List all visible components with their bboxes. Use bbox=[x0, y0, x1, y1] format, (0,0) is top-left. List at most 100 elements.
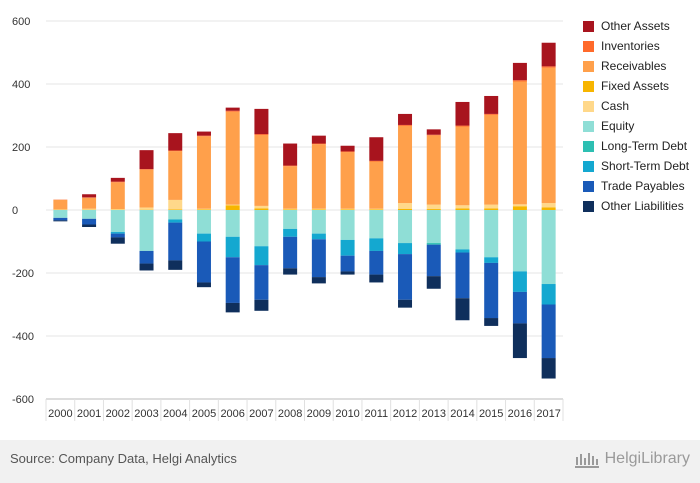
bar-segment-trade-payables bbox=[82, 218, 97, 225]
bar-segment-cash bbox=[541, 203, 556, 208]
bar-segment-other-assets bbox=[484, 95, 499, 114]
bar-segment-cash bbox=[340, 208, 355, 210]
x-tick-label: 2010 bbox=[335, 408, 359, 420]
bar-segment-trade-payables bbox=[283, 236, 298, 269]
bar-segment-cash bbox=[484, 204, 499, 209]
bar-segment-receivables bbox=[168, 151, 183, 200]
bar-segment-short-term-debt bbox=[398, 243, 413, 255]
bar-segment-equity bbox=[512, 210, 527, 272]
bar-segment-fixed-assets bbox=[311, 209, 326, 210]
bar-segment-trade-payables bbox=[484, 262, 499, 319]
bar-segment-trade-payables bbox=[398, 254, 413, 300]
legend-item-other-liabilities[interactable]: Other Liabilities bbox=[583, 196, 689, 216]
bar-segment-other-liabilities bbox=[426, 276, 441, 289]
bar-segment-other-liabilities bbox=[254, 299, 269, 311]
legend: Other Assets Inventories Receivables Fixed … bbox=[583, 16, 689, 216]
legend-swatch bbox=[583, 80, 594, 92]
bar-segment-trade-payables bbox=[426, 244, 441, 277]
bar-segment-equity bbox=[110, 210, 125, 233]
bar-segment-equity bbox=[426, 210, 441, 244]
bar-segment-other-liabilities bbox=[541, 358, 556, 379]
bar-segment-other-liabilities bbox=[369, 274, 384, 283]
legend-swatch bbox=[583, 20, 594, 32]
bar-segment-short-term-debt bbox=[369, 238, 384, 251]
y-tick-label: 400 bbox=[12, 79, 30, 91]
legend-item-short-term-debt[interactable]: Short-Term Debt bbox=[583, 156, 689, 176]
bar-segment-other-assets bbox=[340, 145, 355, 152]
bar-segment-equity bbox=[311, 210, 326, 234]
legend-item-cash[interactable]: Cash bbox=[583, 96, 689, 116]
bar-segment-short-term-debt bbox=[254, 246, 269, 266]
bar-segment-cash bbox=[110, 209, 125, 210]
bar-segment-short-term-debt bbox=[283, 228, 298, 237]
bar-segment-equity bbox=[139, 210, 154, 251]
bar-segment-fixed-assets bbox=[340, 209, 355, 210]
legend-item-trade-payables[interactable]: Trade Payables bbox=[583, 176, 689, 196]
bar-segment-short-term-debt bbox=[455, 249, 470, 253]
bar-segment-other-assets bbox=[512, 62, 527, 81]
bar-segment-receivables bbox=[196, 136, 211, 209]
x-tick-label: 2003 bbox=[134, 408, 158, 420]
y-tick-label: -600 bbox=[12, 394, 34, 406]
bar-segment-short-term-debt bbox=[484, 257, 499, 263]
brand-name: HelgiLibrary bbox=[604, 450, 690, 467]
bar-segment-other-liabilities bbox=[455, 298, 470, 321]
bar-segment-fixed-assets bbox=[484, 208, 499, 210]
bar-segment-inventories bbox=[426, 134, 441, 136]
x-tick-label: 2004 bbox=[163, 408, 187, 420]
bar-segment-trade-payables bbox=[196, 241, 211, 283]
bar-segment-receivables bbox=[455, 126, 470, 206]
bar-segment-other-liabilities bbox=[139, 263, 154, 271]
x-tick-label: 2013 bbox=[422, 408, 446, 420]
bar-segment-inventories bbox=[484, 113, 499, 115]
legend-item-long-term-debt[interactable]: Long-Term Debt bbox=[583, 136, 689, 156]
legend-item-equity[interactable]: Equity bbox=[583, 116, 689, 136]
bar-segment-cash bbox=[139, 207, 154, 210]
bar-segment-short-term-debt bbox=[541, 284, 556, 305]
x-tick-label: 2009 bbox=[307, 408, 331, 420]
legend-item-other-assets[interactable]: Other Assets bbox=[583, 16, 689, 36]
bar-segment-other-liabilities bbox=[311, 277, 326, 284]
y-tick-label: 600 bbox=[12, 16, 30, 28]
bar-segment-trade-payables bbox=[369, 250, 384, 275]
bar-segment-receivables bbox=[254, 135, 269, 206]
legend-item-inventories[interactable]: Inventories bbox=[583, 36, 689, 56]
bar-segment-fixed-assets bbox=[254, 208, 269, 210]
bar-segment-trade-payables bbox=[311, 239, 326, 278]
bar-segment-cash bbox=[311, 208, 326, 210]
bar-segment-receivables bbox=[311, 144, 326, 209]
bar-segment-other-assets bbox=[426, 129, 441, 135]
x-tick-label: 2005 bbox=[192, 408, 216, 420]
bar-segment-inventories bbox=[168, 150, 183, 152]
brand-logo[interactable]: HelgiLibrary bbox=[574, 449, 690, 469]
x-tick-label: 2002 bbox=[106, 408, 130, 420]
bar-segment-receivables bbox=[340, 152, 355, 209]
bar-segment-trade-payables bbox=[53, 217, 68, 221]
bar-segment-other-liabilities bbox=[225, 302, 240, 313]
x-tick-label: 2007 bbox=[249, 408, 273, 420]
bar-segment-other-liabilities bbox=[484, 318, 499, 326]
legend-label: Long-Term Debt bbox=[601, 139, 688, 153]
bar-segment-inventories bbox=[512, 80, 527, 82]
legend-label: Short-Term Debt bbox=[601, 159, 690, 173]
x-tick-label: 2014 bbox=[450, 408, 474, 420]
bar-segment-other-assets bbox=[541, 42, 556, 67]
bar-segment-fixed-assets bbox=[225, 205, 240, 210]
bar-segment-receivables bbox=[82, 197, 97, 209]
bar-segment-equity bbox=[225, 210, 240, 237]
legend-item-fixed-assets[interactable]: Fixed Assets bbox=[583, 76, 689, 96]
legend-item-receivables[interactable]: Receivables bbox=[583, 56, 689, 76]
bar-segment-other-liabilities bbox=[398, 299, 413, 308]
bar-segment-receivables bbox=[541, 67, 556, 204]
bar-segment-receivables bbox=[426, 135, 441, 205]
x-tick-label: 2000 bbox=[48, 408, 72, 420]
bar-segment-cash bbox=[398, 203, 413, 209]
bar-segment-inventories bbox=[110, 181, 125, 183]
bar-segment-equity bbox=[398, 210, 413, 244]
bar-segment-cash bbox=[369, 208, 384, 210]
legend-swatch bbox=[583, 140, 594, 152]
bar-segment-fixed-assets bbox=[168, 209, 183, 210]
bar-segment-receivables bbox=[283, 166, 298, 209]
bar-segment-receivables bbox=[139, 169, 154, 208]
